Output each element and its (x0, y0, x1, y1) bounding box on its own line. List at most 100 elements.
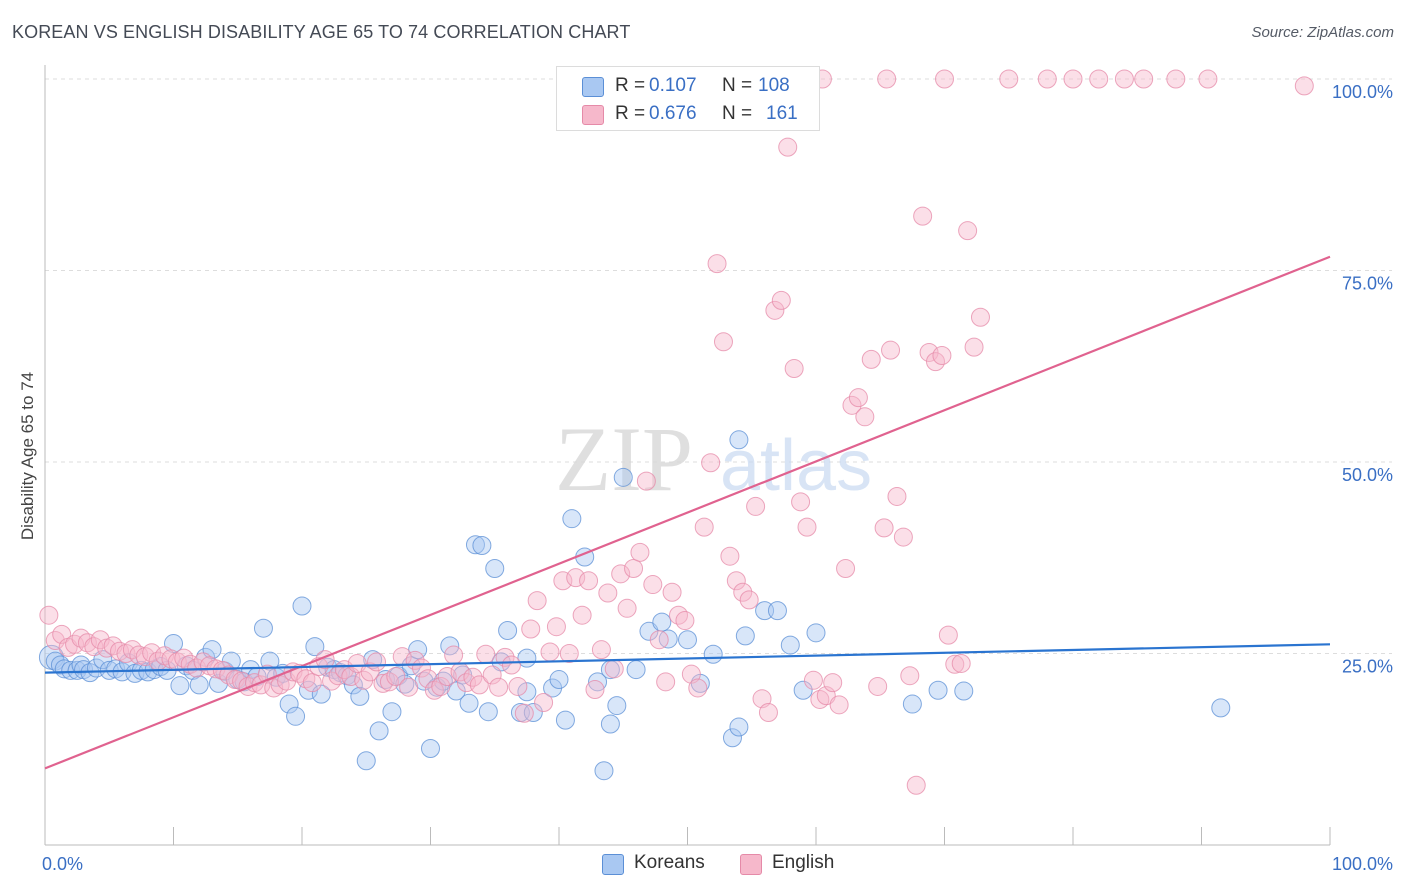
english-swatch (582, 105, 604, 125)
english-trend-line (44, 255, 1331, 770)
data-point (652, 612, 672, 632)
data-point (189, 675, 209, 695)
data-point (607, 696, 627, 716)
data-point (253, 618, 273, 638)
data-point (562, 509, 582, 529)
data-point (514, 703, 534, 723)
data-point (367, 652, 387, 672)
data-point (793, 680, 813, 700)
data-point (1198, 69, 1218, 89)
watermark-zip: ZIP (555, 408, 693, 510)
data-point (534, 693, 554, 713)
data-point (440, 636, 460, 656)
grid (45, 78, 1392, 654)
n-label: N = (722, 103, 753, 124)
legend-row-koreans: R = 0.107 N = 108 (557, 73, 819, 101)
x-tick-label: 100.0% (1332, 854, 1393, 874)
data-point (292, 596, 312, 616)
data-point (713, 332, 733, 352)
y-tick-label: 25.0% (1342, 657, 1393, 677)
data-point (958, 221, 978, 241)
data-point (1114, 69, 1134, 89)
y-tick-label: 75.0% (1342, 274, 1393, 294)
data-point (279, 694, 299, 714)
data-point (469, 675, 489, 695)
data-point (286, 706, 306, 726)
data-point (848, 388, 868, 408)
data-point (485, 558, 505, 578)
data-point (93, 650, 113, 670)
data-point (463, 667, 483, 687)
data-point (842, 395, 862, 415)
data-point (874, 518, 894, 538)
data-point (421, 738, 440, 758)
data-point (662, 582, 682, 602)
data-point (604, 659, 624, 679)
data-point (780, 635, 800, 655)
data-point (688, 678, 708, 698)
data-point (746, 496, 766, 516)
y-tick-labels: 25.0% 50.0% 75.0% 100.0% (1332, 82, 1393, 677)
data-point (555, 710, 575, 730)
data-point (465, 535, 485, 555)
data-point (649, 630, 669, 650)
data-point (999, 69, 1019, 89)
data-point (729, 717, 749, 737)
data-point (701, 453, 721, 473)
data-point (806, 623, 826, 643)
english-r-value: 0.676 (649, 103, 697, 124)
data-point (935, 69, 954, 89)
data-point (720, 546, 740, 566)
data-point (617, 598, 637, 618)
data-point (572, 605, 592, 625)
data-point (836, 558, 856, 578)
data-point (540, 642, 560, 662)
data-point (591, 640, 611, 660)
data-point (360, 662, 380, 682)
data-point (1211, 698, 1231, 718)
data-point (613, 467, 633, 487)
data-point (369, 721, 389, 741)
data-point (829, 695, 849, 715)
data-point (877, 69, 897, 89)
data-point (588, 672, 608, 692)
data-point (322, 671, 342, 691)
english-series (39, 69, 1314, 795)
data-point (549, 670, 569, 690)
data-point (678, 630, 697, 650)
n-label: N = (722, 75, 753, 96)
data-point (964, 337, 984, 357)
data-point (1063, 69, 1083, 89)
data-point (893, 527, 913, 547)
data-point (585, 680, 605, 700)
x-tick-label: 0.0% (42, 854, 83, 874)
data-point (735, 626, 755, 646)
data-point (1294, 76, 1314, 96)
data-point (919, 342, 939, 362)
data-point (758, 702, 778, 722)
data-point (476, 644, 496, 664)
data-point (970, 307, 990, 327)
x-tick-labels: 0.0% 100.0% (42, 854, 1393, 874)
data-point (928, 680, 948, 700)
koreans-legend-swatch (602, 854, 624, 875)
data-point (954, 681, 974, 701)
data-point (855, 407, 875, 427)
data-point (379, 672, 399, 692)
data-point (527, 591, 547, 611)
source-label: Source: ZipAtlas.com (1251, 24, 1394, 41)
data-point (305, 637, 325, 657)
legend-row-english: R = 0.676 N = 161 (557, 101, 819, 129)
data-point (559, 644, 579, 663)
data-point (508, 676, 528, 696)
data-point (643, 575, 663, 595)
data-point (611, 564, 631, 584)
data-point (566, 568, 586, 588)
data-point (900, 666, 920, 686)
correlation-legend: R = 0.107 N = 108 R = 0.676 N = 161 (556, 66, 820, 131)
data-point (482, 665, 502, 685)
data-point (675, 611, 695, 631)
data-point (913, 206, 933, 226)
koreans-legend-label: Koreans (634, 852, 705, 873)
data-point (938, 625, 958, 645)
